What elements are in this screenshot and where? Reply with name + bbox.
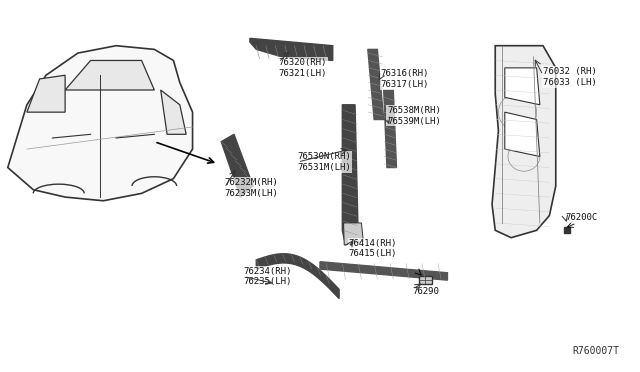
- Polygon shape: [505, 112, 540, 157]
- Text: 76320(RH)
76321(LH): 76320(RH) 76321(LH): [278, 58, 327, 77]
- Polygon shape: [342, 105, 358, 245]
- Text: 76538M(RH)
76539M(LH): 76538M(RH) 76539M(LH): [387, 106, 441, 125]
- Polygon shape: [65, 61, 154, 90]
- Polygon shape: [505, 68, 540, 105]
- Polygon shape: [8, 46, 193, 201]
- Polygon shape: [492, 46, 556, 238]
- Text: 76414(RH)
76415(LH): 76414(RH) 76415(LH): [349, 239, 397, 259]
- Text: 76234(RH)
76235(LH): 76234(RH) 76235(LH): [244, 267, 292, 286]
- Text: 76232M(RH)
76233M(LH): 76232M(RH) 76233M(LH): [225, 178, 278, 198]
- Text: 76200C: 76200C: [565, 213, 598, 222]
- Text: 76290: 76290: [412, 287, 439, 296]
- Text: 76032 (RH)
76033 (LH): 76032 (RH) 76033 (LH): [543, 67, 596, 87]
- Polygon shape: [161, 90, 186, 134]
- Polygon shape: [419, 276, 431, 284]
- Polygon shape: [344, 223, 364, 245]
- Polygon shape: [368, 49, 384, 119]
- Polygon shape: [320, 262, 447, 280]
- Polygon shape: [27, 75, 65, 112]
- Text: 76316(RH)
76317(LH): 76316(RH) 76317(LH): [381, 69, 429, 89]
- Polygon shape: [250, 38, 333, 61]
- Polygon shape: [221, 134, 253, 197]
- Polygon shape: [384, 90, 396, 167]
- Text: R760007T: R760007T: [573, 346, 620, 356]
- Text: 76530N(RH)
76531M(LH): 76530N(RH) 76531M(LH): [298, 152, 351, 172]
- Polygon shape: [256, 254, 339, 299]
